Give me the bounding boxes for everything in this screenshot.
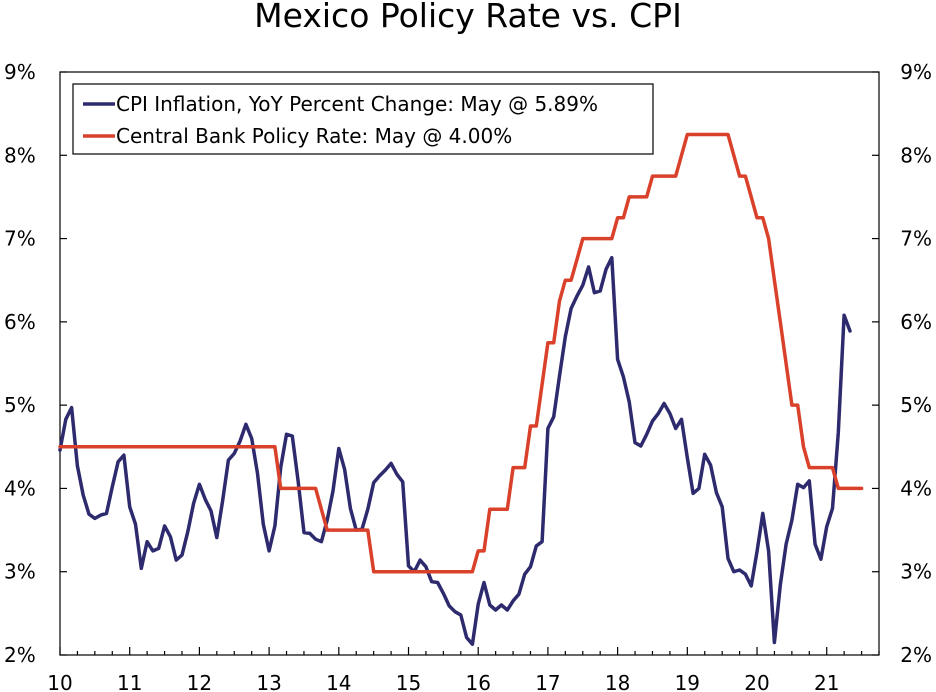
cpi-inflation-line [58, 255, 852, 646]
x-tick-label: 19 [675, 671, 700, 692]
x-tick-label: 14 [326, 671, 351, 692]
legend-label-cpi: CPI Inflation, YoY Percent Change: May @… [116, 92, 598, 116]
y-tick-label-left: 3% [4, 560, 36, 584]
axes: 2% 2% 3% 3% 4% 4% 5% 5% 6% 6% 7% 7% 8% 8% 9% 9% 10 11 12 13… [4, 60, 932, 692]
x-tick-label: 20 [744, 671, 769, 692]
y-tick-label-left: 2% [4, 643, 36, 667]
legend-box [72, 83, 654, 155]
x-tick-label: 11 [117, 671, 142, 692]
x-tick-label: 18 [605, 671, 630, 692]
x-tick-label: 12 [187, 671, 212, 692]
y-tick-label-left: 9% [4, 60, 36, 84]
chart-title: Mexico Policy Rate vs. CPI [254, 0, 682, 35]
y-tick-label-right: 3% [900, 560, 932, 584]
x-tick-label: 15 [396, 671, 421, 692]
y-tick-label-right: 2% [900, 643, 932, 667]
y-tick-label-left: 5% [4, 393, 36, 417]
legend-label-policy-rate: Central Bank Policy Rate: May @ 4.00% [116, 124, 512, 148]
plot-frame [59, 71, 880, 656]
x-tick-label: 16 [465, 671, 490, 692]
y-tick-label-right: 4% [900, 476, 932, 500]
y-tick-label-left: 7% [4, 227, 36, 251]
y-tick-label-right: 8% [900, 143, 932, 167]
y-tick-label-right: 9% [900, 60, 932, 84]
y-tick-label-right: 5% [900, 393, 932, 417]
series-lines [58, 132, 864, 646]
y-tick-label-left: 6% [4, 310, 36, 334]
y-tick-label-left: 4% [4, 476, 36, 500]
x-tick-label: 17 [535, 671, 560, 692]
y-tick-label-left: 8% [4, 143, 36, 167]
policy-rate-line [58, 132, 864, 574]
y-tick-label-right: 6% [900, 310, 932, 334]
x-tick-label: 10 [47, 671, 72, 692]
x-tick-label: 13 [256, 671, 281, 692]
x-tick-label: 21 [814, 671, 839, 692]
y-tick-label-right: 7% [900, 227, 932, 251]
legend: CPI Inflation, YoY Percent Change: May @… [72, 83, 654, 155]
